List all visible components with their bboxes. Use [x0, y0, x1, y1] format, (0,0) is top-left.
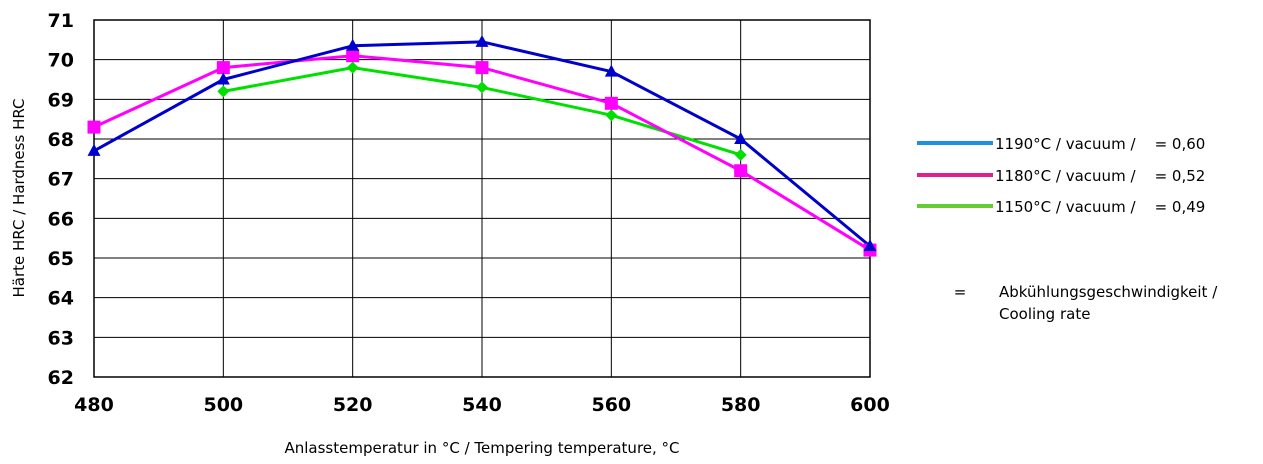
y-axis-title: Härte HRC / Hardness HRC [10, 99, 28, 298]
y-tick-label: 67 [48, 169, 74, 191]
series-3-point [476, 81, 488, 94]
series-3-point [734, 148, 747, 161]
series-1-point [604, 64, 618, 77]
y-tick-label: 71 [48, 10, 74, 32]
x-tick-label: 540 [462, 394, 502, 416]
legend-label-1: 1190°C / vacuum / = 0,60 [995, 135, 1205, 153]
x-tick-label: 600 [850, 394, 890, 416]
plot-border [93, 19, 871, 378]
series-1-point [863, 239, 877, 252]
x-tick-label: 560 [591, 394, 631, 416]
plot-area [93, 19, 871, 378]
y-tick-label: 69 [48, 89, 74, 111]
series-3-point [217, 85, 230, 98]
series-markers [87, 34, 877, 257]
annotation-line-2: Cooling rate [999, 305, 1090, 323]
annotation-symbol: = [954, 283, 967, 301]
series-2-point [346, 49, 360, 63]
series-2-point [475, 61, 489, 75]
series-1-point [734, 132, 748, 144]
y-tick-label: 63 [48, 327, 74, 349]
legend-swatch-1 [917, 141, 993, 145]
series-2-point [604, 96, 618, 110]
legend-swatch-3 [917, 204, 993, 208]
y-tick-label: 64 [48, 288, 74, 310]
y-tick-label: 68 [48, 129, 74, 151]
legend-label-3: 1150°C / vacuum / = 0,49 [995, 198, 1205, 216]
x-axis-tick-labels: 480 500 520 540 560 580 600 [74, 394, 890, 416]
y-tick-label: 62 [48, 367, 74, 389]
y-axis-tick-labels: 62 63 64 65 66 67 68 69 70 71 [48, 10, 74, 389]
x-tick-label: 520 [333, 394, 373, 416]
x-tick-label: 500 [203, 394, 243, 416]
y-tick-label: 66 [48, 208, 74, 230]
series-2-point [216, 61, 230, 75]
series-1-point [87, 143, 101, 156]
x-tick-label: 480 [74, 394, 114, 416]
y-tick-label: 70 [48, 50, 74, 72]
series-3-point [605, 109, 618, 122]
y-tick-label: 65 [48, 248, 74, 270]
series-2-point [87, 120, 101, 134]
x-axis-title: Anlasstemperatur in °C / Tempering tempe… [284, 439, 679, 457]
annotation-line-1: Abkühlungsgeschwindigkeit / [999, 283, 1218, 301]
series-3-point [346, 61, 359, 74]
series-1-point [216, 72, 230, 85]
legend-swatch-2 [917, 173, 993, 177]
series-1-point [346, 38, 360, 51]
cooling-rate-annotation: = Abkühlungsgeschwindigkeit / Cooling ra… [954, 283, 1218, 323]
series-1-point [475, 34, 489, 47]
legend-label-2: 1180°C / vacuum / = 0,52 [995, 167, 1205, 185]
series-2-point [734, 164, 748, 178]
legend: 1190°C / vacuum / = 0,60 1180°C / vacuum … [917, 135, 1205, 216]
x-tick-label: 580 [721, 394, 761, 416]
